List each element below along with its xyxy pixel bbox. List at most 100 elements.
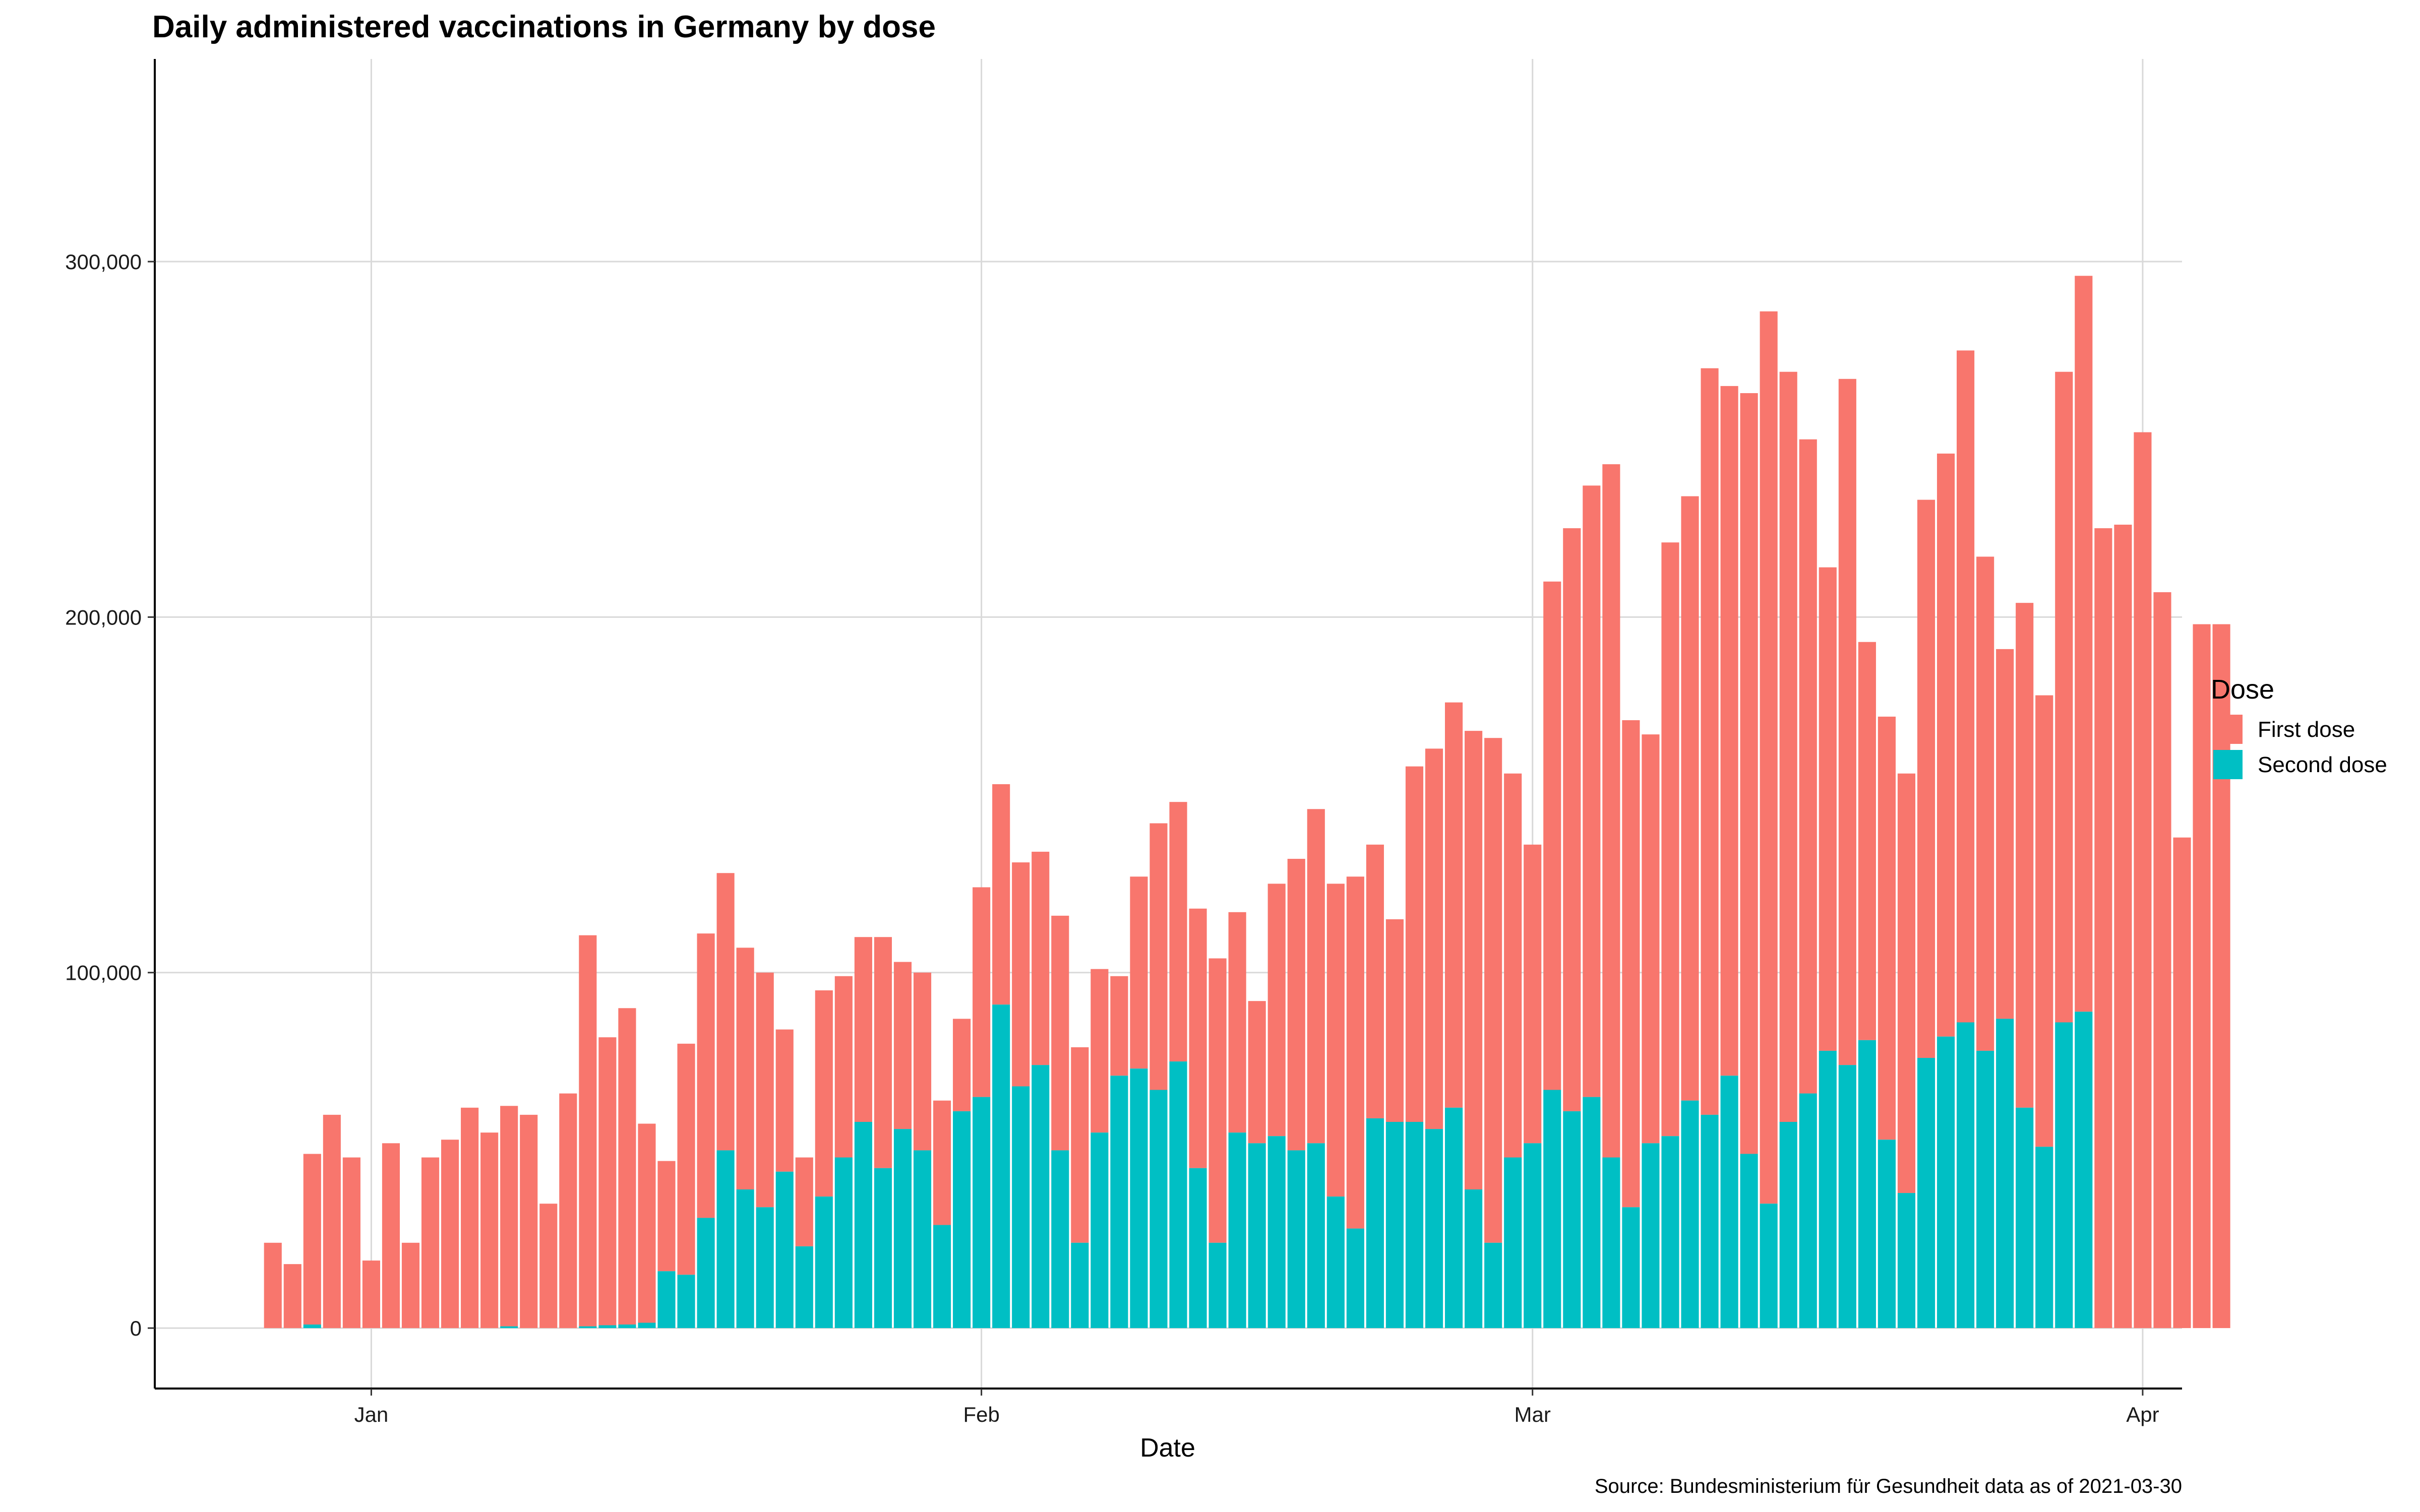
- bar-first-dose-50: [1248, 1001, 1266, 1144]
- bar-first-dose-91: [2055, 371, 2073, 1023]
- bar-first-dose-82: [1878, 716, 1896, 1140]
- bar-second-dose-81: [1858, 1040, 1876, 1329]
- bar-second-dose-28: [815, 1196, 833, 1329]
- bar-first-dose-97: [2173, 837, 2191, 1329]
- legend: Dose First dose Second dose: [2211, 674, 2387, 779]
- bar-second-dose-90: [2035, 1147, 2053, 1329]
- bar-first-dose-98: [2193, 624, 2211, 1329]
- bar-first-dose-4: [342, 1157, 360, 1329]
- bar-first-dose-18: [618, 1008, 636, 1325]
- bar-first-dose-3: [323, 1114, 341, 1329]
- bar-second-dose-16: [579, 1326, 597, 1329]
- bar-second-dose-49: [1228, 1132, 1246, 1329]
- x-tick-label-3: Apr: [2126, 1403, 2159, 1426]
- chart-title: Daily administered vaccinations in Germa…: [152, 10, 936, 44]
- bar-second-dose-41: [1071, 1242, 1089, 1329]
- bar-first-dose-63: [1504, 773, 1522, 1158]
- bar-first-dose-21: [677, 1043, 695, 1275]
- bar-first-dose-53: [1307, 809, 1325, 1144]
- bar-first-dose-77: [1779, 371, 1797, 1122]
- bar-first-dose-37: [992, 784, 1010, 1005]
- bar-first-dose-70: [1642, 734, 1660, 1144]
- bar-first-dose-71: [1661, 542, 1679, 1137]
- bar-first-dose-38: [1012, 862, 1030, 1087]
- bar-first-dose-62: [1484, 738, 1502, 1243]
- bar-second-dose-50: [1248, 1143, 1266, 1329]
- bar-first-dose-85: [1937, 453, 1955, 1037]
- bar-second-dose-66: [1563, 1111, 1581, 1329]
- bar-first-dose-58: [1405, 766, 1424, 1122]
- bar-first-dose-44: [1130, 876, 1148, 1069]
- bar-first-dose-34: [933, 1100, 951, 1225]
- bar-first-dose-26: [775, 1029, 794, 1172]
- bar-second-dose-44: [1130, 1068, 1148, 1329]
- bar-second-dose-38: [1012, 1086, 1030, 1329]
- bar-first-dose-56: [1366, 844, 1384, 1118]
- bar-second-dose-33: [913, 1150, 932, 1329]
- chart-caption: Source: Bundesministerium für Gesundheit…: [1595, 1475, 2182, 1497]
- bar-first-dose-80: [1838, 379, 1856, 1065]
- x-tick-label-0: Jan: [354, 1403, 389, 1426]
- bar-second-dose-75: [1740, 1154, 1758, 1329]
- bar-second-dose-46: [1169, 1061, 1187, 1329]
- bar-first-dose-75: [1740, 393, 1758, 1154]
- bar-first-dose-24: [736, 948, 754, 1190]
- bar-first-dose-31: [874, 937, 892, 1168]
- bar-first-dose-45: [1150, 823, 1168, 1090]
- bar-first-dose-51: [1267, 884, 1286, 1137]
- bar-second-dose-27: [795, 1246, 813, 1329]
- bar-second-dose-79: [1819, 1050, 1837, 1329]
- bar-second-dose-24: [736, 1189, 754, 1329]
- y-tick-label-2: 200,000: [65, 605, 142, 629]
- bar-second-dose-40: [1051, 1150, 1069, 1329]
- bar-first-dose-39: [1032, 851, 1050, 1065]
- bar-second-dose-19: [638, 1322, 656, 1329]
- bar-second-dose-29: [834, 1157, 853, 1329]
- bar-second-dose-70: [1642, 1143, 1660, 1329]
- bar-second-dose-62: [1484, 1242, 1502, 1329]
- bar-first-dose-93: [2094, 528, 2112, 1329]
- bar-first-dose-69: [1622, 720, 1640, 1208]
- bar-second-dose-86: [1957, 1022, 1975, 1329]
- bar-first-dose-19: [638, 1123, 656, 1323]
- bar-first-dose-67: [1583, 485, 1601, 1097]
- bar-first-dose-61: [1465, 731, 1483, 1190]
- bar-second-dose-68: [1602, 1157, 1620, 1329]
- bar-second-dose-43: [1110, 1076, 1128, 1329]
- legend-label-second-dose: Second dose: [2258, 752, 2387, 777]
- bar-first-dose-59: [1425, 748, 1443, 1129]
- bar-first-dose-25: [756, 972, 774, 1208]
- bar-first-dose-55: [1346, 876, 1364, 1229]
- legend-key-second-dose: [2213, 750, 2243, 779]
- bar-first-dose-6: [382, 1143, 400, 1329]
- y-tick-label-3: 300,000: [65, 250, 142, 274]
- y-tick-label-1: 100,000: [65, 961, 142, 985]
- x-tick-label-2: Mar: [1515, 1403, 1551, 1426]
- bar-second-dose-48: [1208, 1242, 1227, 1329]
- bar-second-dose-88: [1996, 1019, 2014, 1329]
- bar-first-dose-14: [539, 1204, 558, 1329]
- bar-first-dose-28: [815, 990, 833, 1197]
- bar-first-dose-87: [1976, 556, 1994, 1051]
- bar-first-dose-36: [973, 887, 991, 1097]
- bar-first-dose-96: [2153, 592, 2171, 1329]
- bar-first-dose-12: [500, 1106, 518, 1327]
- bar-second-dose-54: [1326, 1196, 1345, 1329]
- bar-first-dose-54: [1326, 884, 1345, 1197]
- bar-second-dose-78: [1799, 1093, 1817, 1329]
- bar-second-dose-91: [2055, 1022, 2073, 1329]
- bar-second-dose-80: [1838, 1065, 1856, 1329]
- bar-first-dose-32: [893, 962, 912, 1129]
- x-axis-title: Date: [1140, 1433, 1195, 1463]
- bar-first-dose-2: [303, 1154, 321, 1325]
- bar-first-dose-10: [461, 1107, 479, 1329]
- bar-first-dose-78: [1799, 439, 1817, 1094]
- bar-first-dose-48: [1208, 958, 1227, 1243]
- bar-second-dose-92: [2075, 1012, 2093, 1329]
- bar-first-dose-90: [2035, 695, 2053, 1147]
- bar-first-dose-42: [1091, 969, 1109, 1133]
- legend-key-first-dose: [2213, 715, 2243, 744]
- bar-second-dose-37: [992, 1004, 1010, 1329]
- legend-label-first-dose: First dose: [2258, 717, 2355, 742]
